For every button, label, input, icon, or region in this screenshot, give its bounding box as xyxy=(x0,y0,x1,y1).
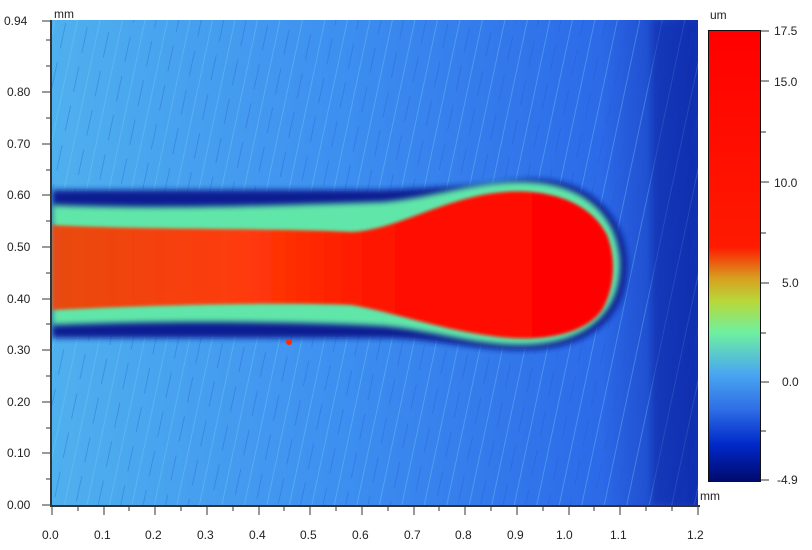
height-map-svg xyxy=(52,20,698,505)
right-edge-shadow xyxy=(652,20,698,505)
colorbar-tick-label: 0.0 xyxy=(782,375,799,389)
x-tick-label: 0.6 xyxy=(352,528,369,542)
x-tick-label: 0.9 xyxy=(507,528,524,542)
colorbar-tick-label: -4.9 xyxy=(777,473,798,487)
y-tick-label: 0.00 xyxy=(7,498,31,512)
y-tick-label: 0.20 xyxy=(7,395,31,409)
x-axis-unit-label: mm xyxy=(700,489,720,503)
x-tick-label: 1.2 xyxy=(687,528,704,542)
colorbar-tick-marks xyxy=(761,30,769,481)
y-tick-label: 0.60 xyxy=(7,188,31,202)
x-tick-label: 0.3 xyxy=(197,528,214,542)
y-axis-line xyxy=(50,20,52,506)
y-tick-label: 0.10 xyxy=(7,446,31,460)
x-tick-label: 0.7 xyxy=(404,528,421,542)
x-tick-label: 0.2 xyxy=(145,528,162,542)
x-axis-line xyxy=(50,505,700,507)
colorbar-tick-label: 10.0 xyxy=(774,176,798,190)
colorbar-tick-label: 15.0 xyxy=(774,75,798,89)
raised-track xyxy=(52,191,614,339)
y-tick-label: 0.80 xyxy=(7,85,31,99)
defect-spot xyxy=(286,339,292,345)
colorbar-tick-label: 17.5 xyxy=(774,24,798,38)
y-tick-marks xyxy=(42,20,50,506)
y-tick-label: 0.30 xyxy=(7,343,31,357)
x-tick-label: 1.0 xyxy=(556,528,573,542)
x-tick-label: 0.4 xyxy=(249,528,266,542)
y-tick-label: 0.70 xyxy=(7,137,31,151)
colorbar-tick-label: 5.0 xyxy=(782,276,799,290)
x-tick-label: 0.0 xyxy=(42,528,59,542)
y-tick-label: 0.94 xyxy=(4,14,28,28)
x-tick-label: 0.5 xyxy=(300,528,317,542)
x-tick-label: 0.1 xyxy=(94,528,111,542)
x-tick-label: 1.1 xyxy=(610,528,627,542)
colorbar xyxy=(708,30,761,482)
colorbar-unit-label: um xyxy=(710,8,727,22)
x-tick-label: 0.8 xyxy=(455,528,472,542)
y-tick-label: 0.40 xyxy=(7,292,31,306)
x-tick-marks xyxy=(51,507,699,515)
y-axis-unit-label: mm xyxy=(54,7,74,21)
height-map-plot xyxy=(52,20,698,505)
y-tick-label: 0.50 xyxy=(7,240,31,254)
